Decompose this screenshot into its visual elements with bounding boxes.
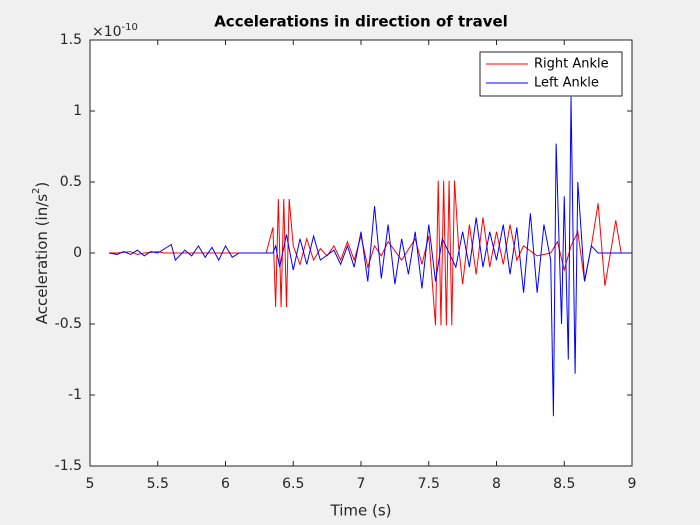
- series-line: [108, 180, 632, 326]
- series-line: [108, 96, 632, 417]
- y-tick-label: 0.5: [60, 174, 82, 190]
- x-tick-label: 7.5: [418, 476, 440, 492]
- chart-title: Accelerations in direction of travel: [214, 13, 508, 31]
- legend-box: [479, 51, 623, 97]
- x-tick-label: 6: [221, 476, 230, 492]
- y-tick-label: -1: [68, 387, 82, 403]
- y-tick-label: 0: [73, 245, 82, 261]
- x-axis-label: Time (s): [330, 502, 392, 520]
- y-label-end: ): [33, 182, 51, 188]
- y-tick-label: 1: [73, 103, 82, 119]
- exp-base: ×10: [92, 24, 122, 40]
- legend-label: Left Ankle: [534, 76, 599, 91]
- y-label-sup: 2: [31, 188, 42, 194]
- y-tick-label: 1.5: [60, 32, 82, 48]
- x-tick-label: 6.5: [282, 476, 304, 492]
- y-tick-label: -1.5: [55, 458, 82, 474]
- exp-power: -10: [122, 22, 138, 33]
- y-axis-label: Acceleration (in/s2): [31, 182, 51, 325]
- x-tick-label: 8: [492, 476, 501, 492]
- x-tick-label: 8.5: [553, 476, 575, 492]
- x-tick-label: 5: [86, 476, 95, 492]
- y-tick-label: -0.5: [55, 316, 82, 332]
- axes-box: [89, 39, 633, 467]
- legend-label: Right Ankle: [534, 57, 609, 72]
- y-label-main: Acceleration (in/s: [33, 194, 51, 325]
- x-tick-label: 9: [628, 476, 637, 492]
- x-tick-label: 7: [357, 476, 366, 492]
- y-exponent: ×10-10: [92, 22, 138, 40]
- x-tick-label: 5.5: [147, 476, 169, 492]
